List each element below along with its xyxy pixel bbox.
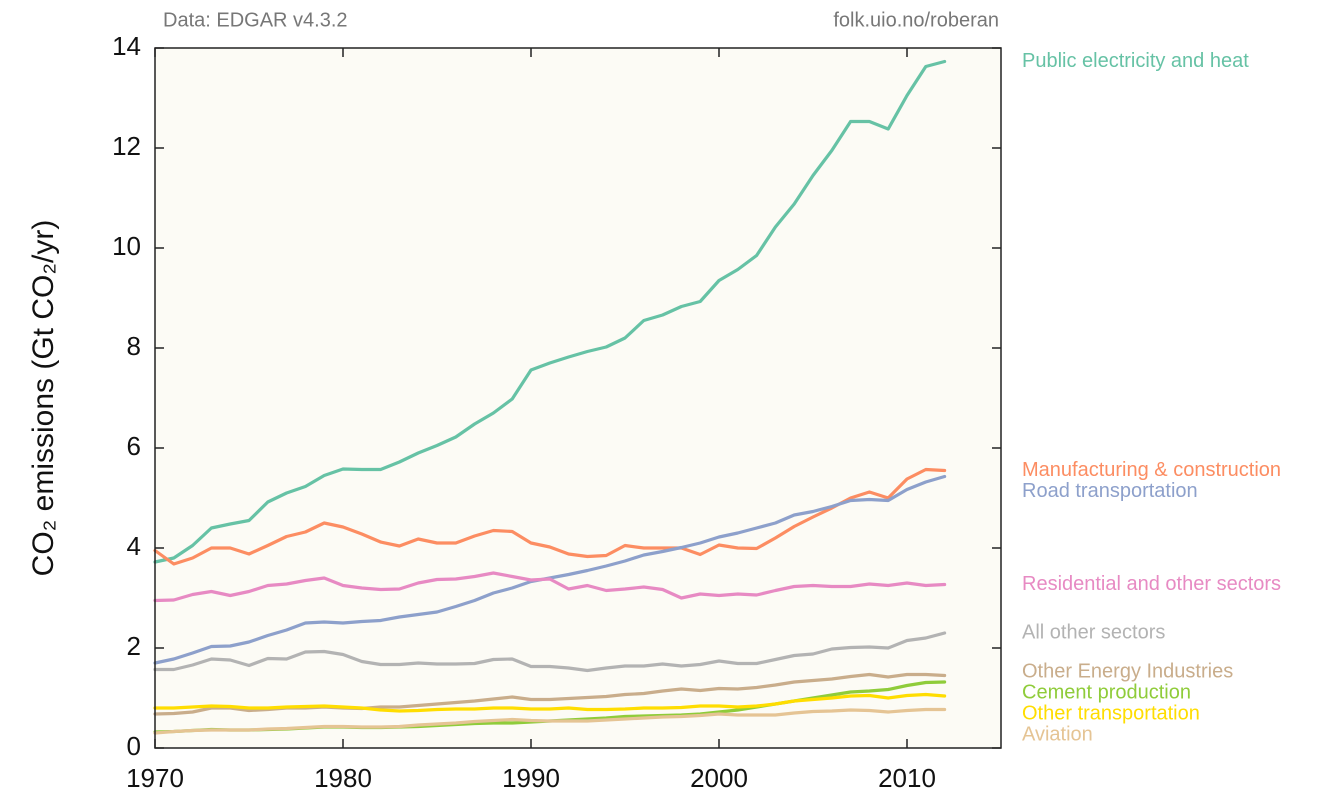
series-label: Residential and other sectors [1022,573,1281,595]
series-label: Other Energy Industries [1022,660,1233,682]
source-note: Data: EDGAR v4.3.2 [163,9,348,31]
x-tick-label: 2010 [878,763,936,793]
credit-note: folk.uio.no/roberan [833,9,999,31]
series-label: All other sectors [1022,621,1165,643]
series-line [153,571,947,603]
series-label: Road transportation [1022,480,1198,502]
series-label: Public electricity and heat [1022,50,1249,72]
series-label: Other transportation [1022,702,1200,724]
y-tick-label: 10 [112,231,141,261]
series-line [153,707,947,735]
x-tick-label: 1990 [502,763,560,793]
y-axis-label: CO₂ emissions (Gt CO₂/yr) [27,220,60,577]
series-labels: Public electricity and heat Manufacturing… [1022,50,1281,746]
lines [153,59,947,735]
x-tick-label: 2000 [690,763,748,793]
y-tick-label: 0 [127,731,141,761]
y-tick-label: 14 [112,31,141,61]
y-tick-label: 12 [112,131,141,161]
y-tick-label: 2 [127,631,141,661]
series-line [153,692,947,713]
x-tick-label: 1980 [314,763,372,793]
plot-frame [154,47,1002,749]
series-label: Cement production [1022,681,1191,703]
x-tick-label: 1970 [126,763,184,793]
series-line [153,59,947,564]
series-line [153,631,947,673]
series-label: Aviation [1022,723,1093,745]
series-line [153,467,947,566]
y-tick-label: 4 [127,531,141,561]
plot-background [155,48,1001,748]
y-tick-label: 6 [127,431,141,461]
y-tick-label: 8 [127,331,141,361]
series-label: Manufacturing & construction [1022,459,1281,481]
